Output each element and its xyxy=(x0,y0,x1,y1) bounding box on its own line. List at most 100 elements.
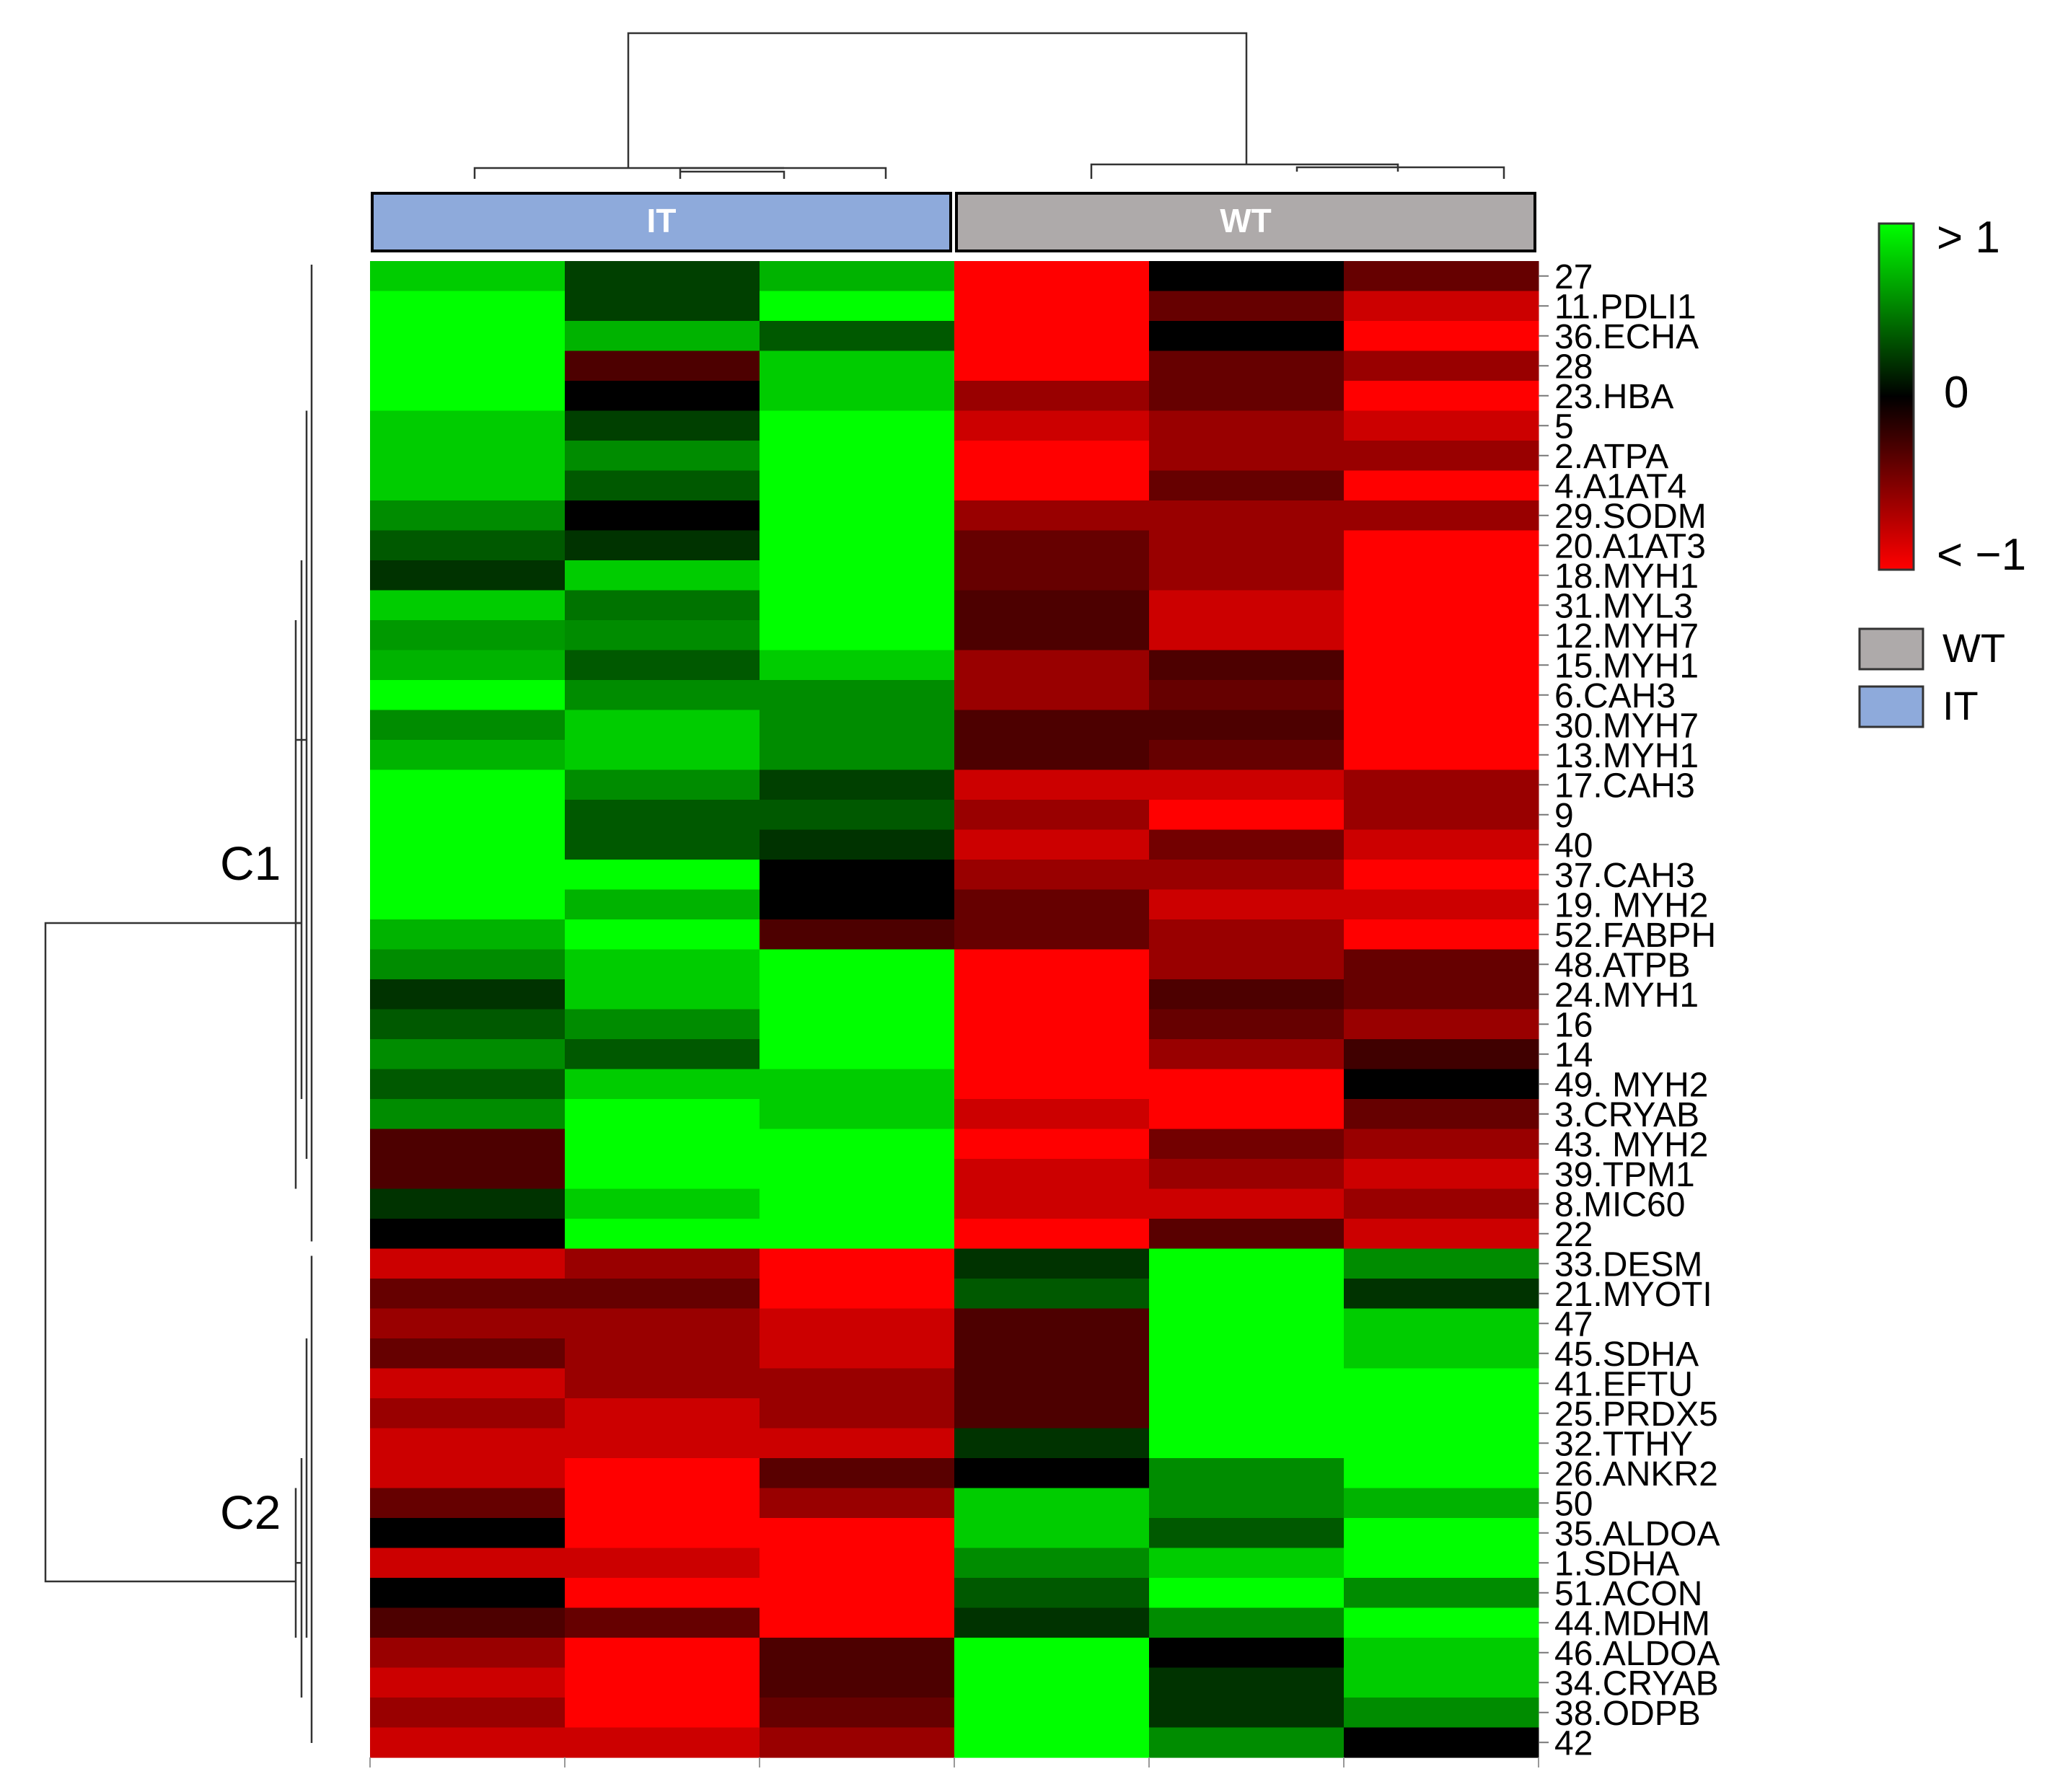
heatmap-cell xyxy=(760,470,955,501)
heatmap-cell xyxy=(954,1338,1150,1369)
heatmap-cell xyxy=(370,1667,566,1698)
heatmap-cell xyxy=(954,1188,1150,1219)
heatmap-cell xyxy=(1344,979,1539,1010)
heatmap-cell xyxy=(1344,1338,1539,1369)
heatmap-cell xyxy=(370,1188,566,1219)
heatmap-cell xyxy=(370,650,566,681)
heatmap-cell xyxy=(954,1039,1150,1070)
heatmap-cell xyxy=(565,919,760,950)
heatmap-cell xyxy=(1344,1308,1539,1339)
heatmap-cell xyxy=(954,919,1150,950)
row-label: 47 xyxy=(1554,1305,1593,1343)
heatmap-cell xyxy=(954,769,1150,800)
heatmap-cell xyxy=(370,1727,566,1758)
heatmap-cell xyxy=(954,500,1150,531)
row-label: 35.ALDOA xyxy=(1554,1515,1720,1553)
row-label: 43. MYH2 xyxy=(1554,1126,1708,1164)
heatmap-cell xyxy=(370,410,566,441)
row-label: 6.CAH3 xyxy=(1554,677,1676,715)
heatmap-cell xyxy=(565,1667,760,1698)
group-bar xyxy=(955,192,1536,252)
heatmap-cell xyxy=(954,410,1150,441)
heatmap-cell xyxy=(954,949,1150,980)
heatmap-cell xyxy=(565,860,760,891)
heatmap-cell xyxy=(954,381,1150,412)
heatmap-cell xyxy=(1149,1099,1345,1130)
heatmap-cell xyxy=(1149,1727,1345,1758)
heatmap-cell xyxy=(565,1248,760,1279)
heatmap-cell xyxy=(565,1308,760,1339)
row-label: 16 xyxy=(1554,1006,1593,1044)
heatmap-cell xyxy=(760,1368,955,1399)
heatmap-cell xyxy=(760,1548,955,1579)
heatmap-cell xyxy=(565,1159,760,1190)
dendrogram-branch xyxy=(300,410,308,1159)
heatmap-cell xyxy=(1149,979,1345,1010)
heatmap-cell xyxy=(370,500,566,531)
heatmap-cell xyxy=(565,500,760,531)
heatmap-cells xyxy=(369,261,1539,1767)
dendrogram-branch xyxy=(300,1338,308,1698)
heatmap-cell xyxy=(565,1458,760,1489)
heatmap-cell xyxy=(760,800,955,831)
heatmap-cell xyxy=(954,1667,1150,1698)
heatmap-cell xyxy=(760,1248,955,1279)
heatmap-cell xyxy=(565,680,760,711)
heatmap-cell xyxy=(760,979,955,1010)
heatmap-cell xyxy=(1344,889,1539,920)
heatmap-cell xyxy=(565,1518,760,1549)
row-label: 34.CRYAB xyxy=(1554,1664,1719,1703)
row-label: 44.MDHM xyxy=(1554,1605,1710,1643)
heatmap-cell xyxy=(1149,1248,1345,1279)
row-label: 33.DESM xyxy=(1554,1245,1702,1284)
group-bar-label: IT xyxy=(647,202,677,239)
heatmap-cell xyxy=(565,1338,760,1369)
heatmap-cell xyxy=(760,650,955,681)
heatmap-cell xyxy=(954,560,1150,591)
heatmap-cell xyxy=(760,261,955,292)
heatmap-cell xyxy=(760,441,955,472)
heatmap-cell xyxy=(954,1069,1150,1100)
heatmap-cell xyxy=(1344,740,1539,771)
heatmap-cell xyxy=(760,291,955,322)
heatmap-cell xyxy=(565,1279,760,1310)
heatmap-cell xyxy=(370,261,566,292)
group-bar-label: WT xyxy=(1220,202,1272,239)
heatmap-cell xyxy=(760,1727,955,1758)
heatmap-cell xyxy=(565,1698,760,1729)
dendrogram-branch xyxy=(1295,166,1505,179)
heatmap-cell xyxy=(1344,560,1539,591)
heatmap-cell xyxy=(760,1159,955,1190)
heatmap-cell xyxy=(954,1578,1150,1609)
heatmap-cell xyxy=(370,530,566,561)
heatmap-cell xyxy=(565,1069,760,1100)
heatmap-cell xyxy=(370,800,566,831)
row-label: 14 xyxy=(1554,1036,1593,1074)
heatmap-cell xyxy=(954,441,1150,472)
heatmap-cell xyxy=(954,1279,1150,1310)
heatmap-cell xyxy=(1149,1279,1345,1310)
heatmap-cell xyxy=(1149,889,1345,920)
heatmap-cell xyxy=(1344,1099,1539,1130)
heatmap-cell xyxy=(1344,680,1539,711)
row-label: 32.TTHY xyxy=(1554,1425,1693,1463)
heatmap-cell xyxy=(1344,1698,1539,1729)
heatmap-cell xyxy=(370,1279,566,1310)
heatmap-cell xyxy=(760,949,955,980)
heatmap-cell xyxy=(370,1099,566,1130)
heatmap-cell xyxy=(1344,261,1539,292)
heatmap-cell xyxy=(370,350,566,381)
heatmap-cell xyxy=(954,740,1150,771)
heatmap-cell xyxy=(565,1548,760,1579)
heatmap-cell xyxy=(565,769,760,800)
heatmap-cell xyxy=(760,620,955,651)
heatmap-cell xyxy=(1149,321,1345,352)
heatmap-cell xyxy=(954,829,1150,860)
heatmap-cell xyxy=(760,1578,955,1609)
heatmap-cell xyxy=(565,800,760,831)
heatmap-cell xyxy=(370,1009,566,1040)
row-label: 42 xyxy=(1554,1724,1593,1762)
heatmap-cell xyxy=(1344,1159,1539,1190)
row-label: 46.ALDOA xyxy=(1554,1635,1720,1673)
